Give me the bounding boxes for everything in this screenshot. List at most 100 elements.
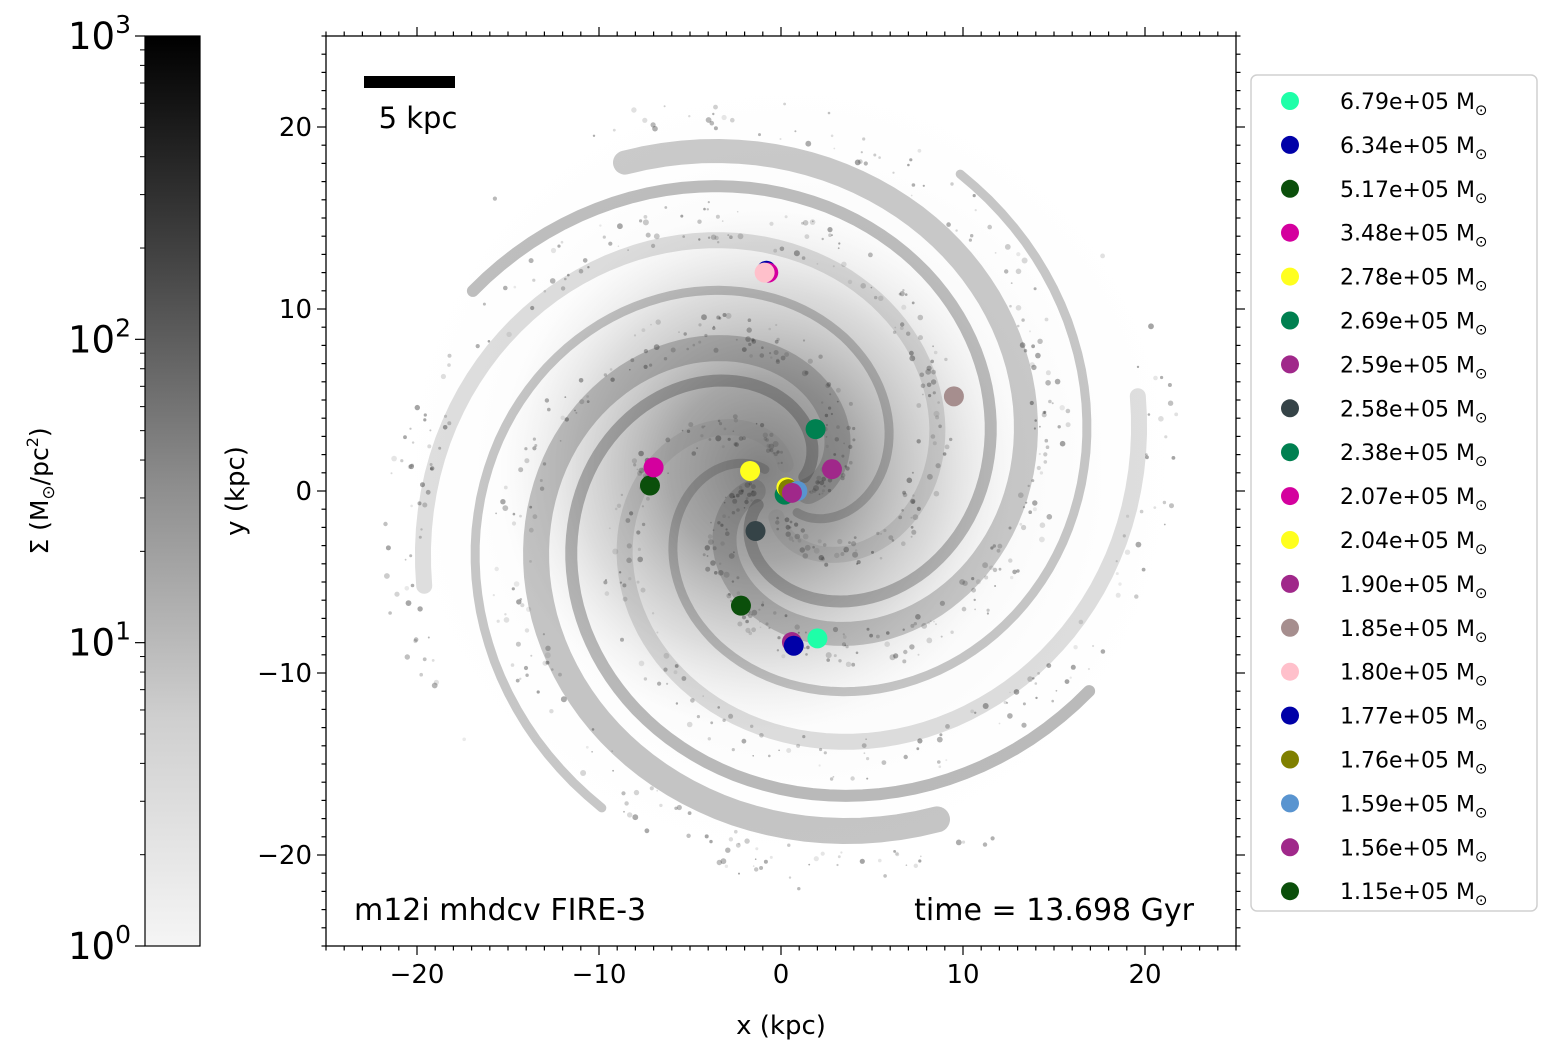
gas-speckle	[1115, 560, 1118, 563]
gas-speckle	[638, 467, 645, 474]
gas-speckle	[500, 499, 506, 505]
gas-speckle	[1018, 492, 1024, 499]
gas-speckle	[765, 438, 769, 442]
legend-entry: 1.85e+05 M⊙	[1281, 617, 1488, 646]
gas-speckle	[1033, 427, 1036, 430]
gas-speckle	[738, 842, 741, 845]
simulation-label: m12i mhdcv FIRE-3	[354, 893, 646, 928]
gas-speckle	[420, 482, 425, 488]
gas-speckle	[413, 637, 419, 642]
gas-speckle	[722, 718, 726, 722]
gas-speckle	[919, 372, 925, 378]
gas-speckle	[926, 637, 933, 644]
gas-speckle	[656, 789, 659, 792]
gas-speckle	[804, 544, 811, 551]
gas-speckle	[1126, 514, 1130, 518]
gas-speckle	[909, 350, 914, 356]
gas-speckle	[874, 295, 878, 300]
legend-label: 1.56e+05 M⊙	[1340, 836, 1488, 865]
gas-speckle	[733, 495, 736, 498]
gas-speckle	[725, 847, 731, 853]
gas-speckle	[926, 365, 932, 371]
gas-speckle	[1032, 500, 1038, 506]
gas-speckle	[642, 117, 648, 123]
gas-speckle	[532, 514, 538, 520]
gas-speckle	[725, 531, 730, 536]
gas-speckle	[903, 649, 908, 655]
gas-speckle	[718, 422, 723, 426]
x-tick-label: −20	[390, 960, 445, 990]
y-tick-label: 20	[279, 113, 312, 143]
gas-speckle	[516, 599, 522, 605]
gas-speckle	[773, 611, 777, 615]
scatter-points	[639, 260, 964, 656]
gas-speckle	[761, 601, 765, 604]
gas-speckle	[707, 737, 711, 741]
gas-speckle	[705, 566, 711, 572]
gas-speckle	[675, 702, 679, 705]
gas-speckle	[702, 553, 706, 557]
gas-speckle	[1031, 479, 1035, 483]
gas-speckle	[633, 789, 640, 796]
gas-speckle	[944, 357, 948, 362]
gas-speckle	[1070, 664, 1076, 670]
gas-speckle	[911, 500, 915, 504]
gas-speckle	[440, 373, 446, 380]
gas-speckle	[787, 843, 791, 847]
cluster-point	[643, 457, 664, 478]
gas-speckle	[920, 383, 926, 389]
gas-speckle	[557, 244, 561, 248]
gas-speckle	[551, 668, 554, 671]
gas-speckle	[696, 447, 698, 449]
gas-speckle	[651, 243, 656, 248]
gas-speckle	[861, 743, 867, 748]
gas-speckle	[681, 429, 684, 432]
gas-speckle	[904, 293, 908, 296]
gas-speckle	[859, 858, 865, 864]
spiral-arm	[466, 180, 997, 608]
gas-speckle	[686, 429, 691, 433]
gas-speckle	[916, 403, 922, 408]
gas-speckle	[1158, 416, 1164, 422]
gas-speckle	[917, 653, 920, 656]
gas-speckle	[780, 355, 786, 361]
gas-speckle	[776, 649, 780, 652]
x-tick-label: 0	[773, 960, 790, 990]
colorbar-label: Σ (M⊙/pc2)	[23, 427, 59, 554]
gas-speckle	[873, 153, 877, 157]
gas-speckle	[970, 709, 975, 714]
gas-speckle	[587, 266, 590, 269]
gas-speckle	[641, 522, 646, 527]
gas-speckle	[744, 482, 751, 488]
gas-speckle	[624, 801, 629, 806]
gas-speckle	[734, 442, 739, 447]
gas-speckle	[868, 252, 873, 258]
scale-bar-line	[364, 76, 455, 88]
gas-speckle	[524, 628, 530, 633]
plot-area: 5 kpc m12i mhdcv FIRE-3 time = 13.698 Gy…	[257, 27, 1245, 990]
gas-speckle	[1019, 522, 1023, 526]
gas-speckle	[898, 515, 903, 520]
gas-speckle	[513, 581, 520, 587]
gas-speckle	[801, 370, 808, 377]
cluster-point	[781, 482, 802, 503]
gas-speckle	[429, 467, 433, 471]
cluster-point	[783, 635, 804, 656]
gas-speckle	[630, 358, 635, 363]
gas-speckle	[733, 551, 735, 554]
gas-speckle	[863, 752, 866, 755]
gas-speckle	[1171, 456, 1176, 460]
gas-speckle	[409, 554, 413, 558]
gas-speckle	[728, 837, 734, 842]
gas-speckle	[621, 791, 626, 796]
gas-speckle	[938, 765, 942, 768]
gas-speckle	[774, 339, 779, 344]
gas-speckle	[637, 547, 642, 552]
gas-speckle	[1164, 435, 1168, 439]
gas-speckle	[560, 415, 565, 420]
gas-speckle	[745, 336, 751, 342]
cluster-point	[943, 386, 964, 407]
gas-speckle	[899, 291, 905, 297]
gas-speckle	[646, 496, 650, 501]
gas-speckle	[525, 673, 529, 677]
